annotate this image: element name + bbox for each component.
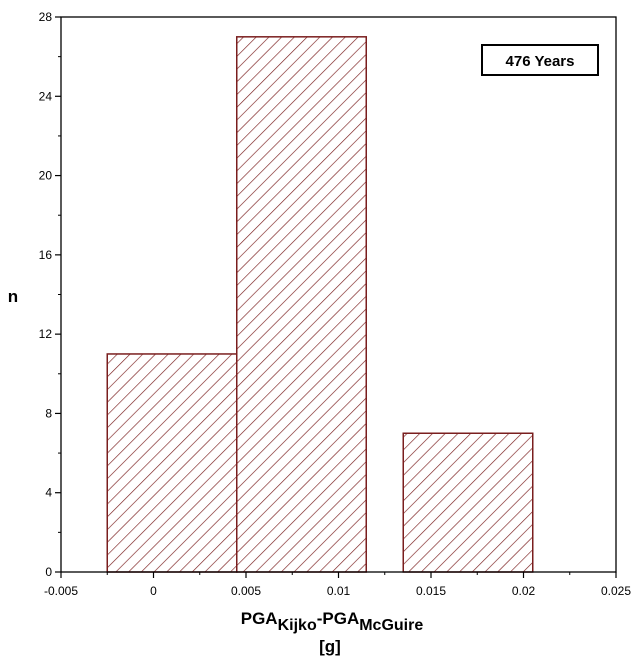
x-axis-title: PGAKijko-PGAMcGuire [241, 609, 424, 634]
x-tick-label: 0.025 [601, 584, 631, 598]
y-tick-label: 16 [39, 248, 53, 262]
x-title-sub1: Kijko [278, 617, 317, 634]
y-tick-label: 8 [45, 406, 52, 420]
x-tick-label: 0.01 [327, 584, 351, 598]
y-tick-label: 0 [45, 565, 52, 579]
histogram-bar-2 [236, 36, 367, 573]
y-tick-label: 4 [45, 486, 52, 500]
y-tick-label: 12 [39, 327, 53, 341]
x-tick-label: 0.015 [416, 584, 446, 598]
x-tick-label: 0.005 [231, 584, 261, 598]
x-title-part1: PGA [241, 609, 278, 628]
ticks-group: 0 4 8 12 16 20 24 28 -0.005 0 0.005 0.01 0.015 0.02 0.… [39, 10, 632, 598]
histogram-bar-1 [106, 353, 238, 573]
annotation-box [481, 44, 599, 76]
y-tick-label: 28 [39, 10, 53, 24]
y-tick-label: 20 [39, 169, 53, 183]
x-title-sub2: McGuire [359, 617, 423, 634]
x-axis-unit: [g] [319, 637, 341, 656]
x-tick-label: 0 [150, 584, 157, 598]
y-tick-label: 24 [39, 89, 53, 103]
annotation-label: 476 Years [506, 53, 575, 70]
y-axis-title: n [8, 287, 18, 306]
bars-group [106, 36, 534, 573]
x-tick-label: 0.02 [512, 584, 536, 598]
histogram-bar-3 [402, 432, 534, 573]
x-title-part2: -PGA [317, 609, 360, 628]
x-tick-label: -0.005 [44, 584, 78, 598]
